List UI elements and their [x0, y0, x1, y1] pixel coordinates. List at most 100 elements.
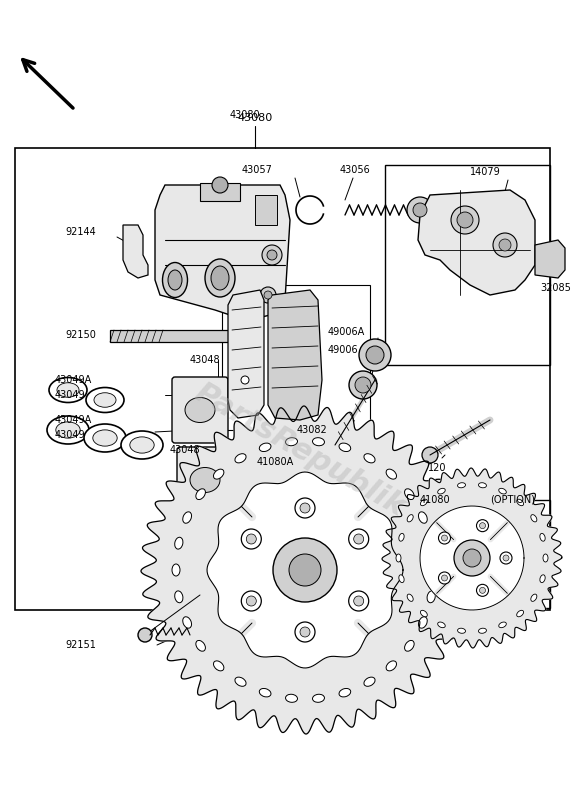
Ellipse shape: [407, 514, 413, 522]
Ellipse shape: [175, 591, 183, 602]
Ellipse shape: [407, 594, 413, 602]
Circle shape: [295, 622, 315, 642]
Ellipse shape: [259, 689, 271, 697]
Ellipse shape: [196, 489, 206, 499]
Ellipse shape: [517, 610, 524, 617]
Ellipse shape: [399, 534, 404, 541]
Ellipse shape: [49, 378, 87, 402]
Ellipse shape: [364, 677, 375, 686]
Ellipse shape: [531, 514, 537, 522]
Polygon shape: [141, 406, 469, 734]
Circle shape: [241, 529, 261, 549]
Circle shape: [503, 555, 509, 561]
Ellipse shape: [427, 538, 435, 549]
Text: 43048: 43048: [170, 445, 201, 455]
Text: 92151: 92151: [65, 640, 96, 650]
Text: 43057: 43057: [241, 165, 272, 175]
Ellipse shape: [56, 422, 80, 438]
Ellipse shape: [172, 564, 180, 576]
Ellipse shape: [162, 262, 187, 298]
Text: 92150: 92150: [65, 330, 96, 340]
Circle shape: [295, 498, 315, 518]
Circle shape: [413, 203, 427, 217]
Polygon shape: [418, 190, 535, 295]
Circle shape: [439, 572, 450, 584]
Text: 43080: 43080: [237, 113, 273, 123]
Ellipse shape: [399, 575, 404, 582]
Polygon shape: [123, 225, 148, 278]
Ellipse shape: [499, 488, 506, 494]
Text: 49006A: 49006A: [328, 327, 365, 337]
Circle shape: [355, 377, 371, 393]
Ellipse shape: [531, 594, 537, 602]
Ellipse shape: [419, 617, 427, 628]
Ellipse shape: [286, 694, 297, 702]
Text: 43049: 43049: [55, 430, 86, 440]
Ellipse shape: [458, 482, 465, 488]
Ellipse shape: [93, 430, 117, 446]
Polygon shape: [382, 468, 562, 648]
FancyBboxPatch shape: [172, 377, 228, 443]
Ellipse shape: [339, 443, 351, 451]
Bar: [200, 183, 240, 201]
Ellipse shape: [458, 628, 465, 634]
Text: PartsRepublik: PartsRepublik: [190, 378, 411, 522]
Text: 41080A: 41080A: [257, 457, 294, 467]
Ellipse shape: [437, 622, 445, 628]
Circle shape: [138, 628, 152, 642]
Text: (OPTION): (OPTION): [490, 495, 535, 505]
Circle shape: [264, 291, 272, 299]
Ellipse shape: [386, 661, 397, 671]
Ellipse shape: [121, 431, 163, 459]
Ellipse shape: [386, 469, 397, 479]
Ellipse shape: [57, 382, 79, 398]
Text: 43056: 43056: [340, 165, 371, 175]
Polygon shape: [207, 472, 403, 668]
Ellipse shape: [168, 270, 182, 290]
Polygon shape: [535, 240, 565, 278]
Circle shape: [349, 591, 369, 611]
Ellipse shape: [47, 416, 89, 444]
Bar: [255, 195, 277, 225]
Circle shape: [407, 197, 433, 223]
Text: 43049: 43049: [55, 390, 86, 400]
Circle shape: [349, 529, 369, 549]
Ellipse shape: [478, 628, 486, 634]
Ellipse shape: [183, 617, 192, 628]
Ellipse shape: [478, 482, 486, 488]
Ellipse shape: [405, 641, 414, 651]
Ellipse shape: [540, 534, 545, 541]
Circle shape: [241, 376, 249, 384]
Ellipse shape: [396, 554, 401, 562]
Circle shape: [479, 587, 485, 594]
Ellipse shape: [419, 512, 427, 523]
Circle shape: [349, 371, 377, 399]
Circle shape: [246, 596, 256, 606]
Polygon shape: [155, 185, 290, 320]
Ellipse shape: [339, 689, 351, 697]
Circle shape: [463, 549, 481, 567]
Circle shape: [241, 591, 261, 611]
Ellipse shape: [214, 469, 224, 479]
Circle shape: [422, 447, 438, 463]
Ellipse shape: [517, 499, 524, 506]
Text: 49006: 49006: [328, 345, 359, 355]
Text: 43048: 43048: [190, 355, 221, 365]
Ellipse shape: [235, 677, 246, 686]
Circle shape: [354, 534, 364, 544]
Circle shape: [451, 206, 479, 234]
Text: 43049A: 43049A: [55, 375, 92, 385]
Circle shape: [366, 346, 384, 364]
Text: 43080: 43080: [230, 110, 260, 120]
Bar: [110, 330, 240, 342]
Ellipse shape: [130, 437, 154, 453]
Ellipse shape: [405, 489, 414, 499]
Ellipse shape: [190, 467, 220, 493]
Circle shape: [499, 239, 511, 251]
Bar: [15, 148, 550, 610]
Text: 120: 120: [428, 463, 447, 473]
Circle shape: [267, 250, 277, 260]
Bar: [385, 500, 550, 608]
Circle shape: [500, 552, 512, 564]
Circle shape: [479, 522, 485, 529]
